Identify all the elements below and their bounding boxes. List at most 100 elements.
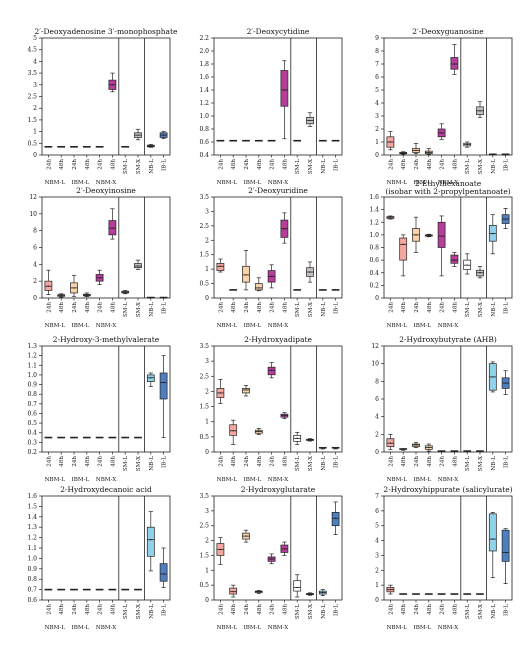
group-label: IBM-L [244,323,262,329]
x-tick-label: 48h [59,604,65,615]
box-mark [318,446,327,450]
box-mark [146,144,155,148]
y-tick-label: 0.5 [199,582,209,589]
y-tick-label: 5 [375,523,379,530]
box-mark [134,436,142,439]
x-tick-label: 24h [46,456,52,467]
box-mean-dot [492,376,494,378]
y-tick-label: 3 [375,552,379,559]
box-mark [267,553,276,565]
box-mean-dot [428,151,430,154]
y-tick-label: 2 [33,105,37,112]
y-tick-label: 0 [375,295,379,302]
box-mean-dot [86,588,88,591]
y-tick-label: 1.5 [199,252,209,259]
box-mean-dot [283,548,286,550]
box-mean-dot [428,446,430,449]
y-tick-label: 4 [375,538,379,545]
y-tick-label: 2 [375,126,379,133]
y-tick-label: 0.5 [199,434,209,441]
y-tick-label: 2 [205,388,209,395]
group-label: IBM-L [414,180,432,186]
box-mark [216,537,225,565]
y-tick-label: 1.5 [27,117,37,124]
x-tick-label: 24h [440,302,446,313]
y-tick-label: 6 [375,396,379,403]
box-mark [216,139,225,142]
box-mean-dot [245,274,247,276]
box-mark [146,296,155,299]
x-tick-label: 24h [72,302,78,313]
x-tick-label: 48h [257,302,263,313]
box-body [280,70,289,107]
y-tick-label: 6 [375,74,379,81]
y-tick-label: 0.6 [27,410,37,417]
y-tick-label: 4 [375,100,379,107]
box-mark [242,385,250,397]
x-tick-label: NB-L [321,604,327,619]
y-tick-label: 6 [375,508,379,515]
chart-title: 2-Hydroxyglutarate [241,485,316,494]
box-mean-dot [245,389,247,391]
box-body [159,563,168,582]
plot-frame [213,345,343,453]
y-tick-label: 3 [205,208,209,215]
box-body [216,263,225,271]
box-mark [134,128,142,141]
box-mark [44,269,53,295]
group-label: NBM-X [268,323,288,329]
x-tick-label: 48h [282,159,288,170]
box-mean-dot [270,275,273,278]
x-tick-label: SM-L [123,159,129,174]
box-mark [386,215,395,220]
group-label: IBM-L [72,477,90,483]
group-label: IBM-L [244,180,262,186]
x-tick-label: SM-X [478,604,484,619]
box-mean-dot [150,377,152,379]
box-mean-dot [453,259,456,261]
box-mean-dot [322,140,324,142]
y-tick-label: 0.9 [27,382,37,389]
box-mean-dot [504,382,507,384]
box-mean-dot [258,590,260,593]
y-tick-label: 2 [375,567,379,574]
x-tick-label: SM-X [478,159,484,174]
y-tick-label: 1.6 [369,194,379,201]
box-mark [254,428,263,435]
y-tick-label: 0.8 [369,245,379,252]
y-tick-label: 1.6 [27,493,37,500]
box-mark [121,146,130,148]
box-mark [216,258,225,273]
x-tick-label: 48h [110,159,116,170]
box-body [242,388,250,394]
box-mark [134,259,142,270]
y-tick-label: 3.5 [199,343,209,350]
chart-title: 2-Hydroxydecanoic acid [60,485,152,494]
x-tick-label: 48h [401,159,407,170]
box-mark [399,151,408,155]
box-mark [280,60,289,140]
y-tick-label: 1.2 [27,535,37,542]
plot-frame [213,196,343,299]
y-tick-label: 1.5 [199,404,209,411]
box-mark [412,216,420,253]
x-tick-label: SM-X [308,159,314,174]
x-tick-label: 48h [231,604,237,615]
box-mean-dot [47,588,50,591]
x-tick-label: 48h [85,159,91,170]
y-tick-label: 0.6 [199,139,209,146]
x-tick-label: SM-L [465,159,471,174]
chart-title: 2′-Deoxyuridine [248,186,308,195]
box-mark [267,139,276,142]
y-tick-label: 0 [205,449,209,456]
y-tick-label: 0.5 [27,140,37,147]
box-mean-dot [258,140,260,142]
chart-title: 2-Hydroxybutyrate (AHB) [399,335,497,344]
box-mean-dot [47,146,50,148]
box-body [399,237,408,261]
x-tick-label: 24h [98,456,104,467]
box-mean-dot [150,538,152,541]
box-mean-dot [402,152,404,154]
x-tick-label: 24h [218,456,224,467]
